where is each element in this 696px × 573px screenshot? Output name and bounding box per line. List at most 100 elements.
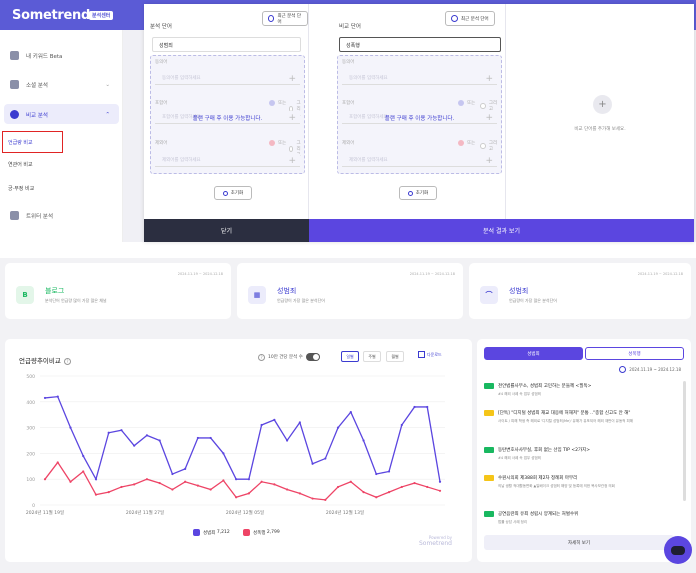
data-point xyxy=(158,481,161,485)
analysis-word-input[interactable]: 성범죄 xyxy=(152,37,301,52)
analysis-word-column: 분석 단어 최근 분석 단어 성범죄 동의어 동의어를 입력하세요 + 포함어 … xyxy=(144,4,309,219)
calendar-icon: ▦ xyxy=(248,286,266,304)
or-radio: 또는 xyxy=(458,100,475,106)
series-line xyxy=(44,461,441,501)
news-item[interactable]: 동탄변호사사무실, 후회 없는 선임 TIP <2가지> #4 해외 사례 속 … xyxy=(484,447,679,469)
toggle-switch[interactable] xyxy=(305,353,320,361)
download-label: 다운로드 xyxy=(427,351,442,357)
reset-icon xyxy=(222,190,228,196)
keyword-modal: 분석 단어 최근 분석 단어 성범죄 동의어 동의어를 입력하세요 + 포함어 … xyxy=(144,4,694,242)
data-point xyxy=(413,481,416,485)
sidebar-item-social[interactable]: 소셜 분석 ⌄ xyxy=(10,80,110,89)
plus-icon: + xyxy=(485,74,493,84)
compare-word-input[interactable]: 성폭행 xyxy=(339,37,501,52)
legend-name: 성범죄 xyxy=(203,530,216,536)
period-weekly[interactable]: 주별 xyxy=(363,351,381,362)
tab-word-1[interactable]: 성범죄 xyxy=(484,347,583,360)
sidebar-item-label: 내 키워드 Beta xyxy=(26,53,63,60)
data-point xyxy=(171,472,174,476)
help-icon: ? xyxy=(258,353,265,361)
period-monthly[interactable]: 월별 xyxy=(386,351,404,362)
locked-options: 동의어 동의어를 입력하세요 + 포함어 또는 그리고 포함어를 입력하세요 +… xyxy=(337,55,502,174)
sidebar-sub-related[interactable]: 연관어 비교 xyxy=(8,162,33,168)
reset-icon xyxy=(407,190,413,196)
chevron-down-icon: ⌄ xyxy=(105,81,110,88)
sidebar-sub-sentiment[interactable]: 긍·부정 비교 xyxy=(8,186,35,192)
card-date: 2024.11.19 ~ 2024.12.18 xyxy=(177,272,223,276)
news-scrollbar[interactable] xyxy=(683,381,686,501)
date-range[interactable]: 2024.11.19 ~ 2024.12.18 xyxy=(619,366,681,373)
per-100k-toggle[interactable]: ? 10만 건당 분석 수 xyxy=(258,353,320,361)
data-point xyxy=(69,426,72,429)
download-icon xyxy=(418,351,425,358)
legend-count: 2,799 xyxy=(266,530,280,535)
app-logo[interactable]: Sometrend xyxy=(12,8,90,23)
recent-words-button[interactable]: 최근 분석 단어 xyxy=(445,11,495,26)
recent-words-label: 최근 분석 단어 xyxy=(461,16,489,22)
close-button[interactable]: 닫기 xyxy=(144,219,309,242)
reset-button[interactable]: 초기화 xyxy=(214,186,252,200)
recent-words-button[interactable]: 최근 분석 단어 xyxy=(262,11,308,26)
see-result-button[interactable]: 분석 결과 보기 xyxy=(309,219,694,242)
y-tick-label: 400 xyxy=(26,400,35,406)
legend-item-series-2[interactable]: 성폭행 2,799 xyxy=(243,529,280,536)
card-date: 2024.11.19 ~ 2024.12.18 xyxy=(637,272,683,276)
data-point xyxy=(82,454,85,458)
plus-icon: + xyxy=(288,156,296,166)
sidebar-active-bg xyxy=(4,104,119,124)
related-news-card: 성범죄 성폭행 2024.11.19 ~ 2024.12.18 천안법률사무소,… xyxy=(477,339,691,562)
news-sub: #4 해외 사례 속 업무 성범죄 xyxy=(498,456,541,460)
data-point xyxy=(94,478,98,481)
exclude-label: 제외어 xyxy=(155,141,168,146)
chatbot-button[interactable] xyxy=(664,536,692,564)
checkbox-icon xyxy=(243,529,250,536)
sidebar-item-twitter[interactable]: 트위터 분석 xyxy=(10,211,53,220)
add-compare-column: + 비교 단어를 추가해 보세요. xyxy=(506,4,694,219)
card-date: 2024.11.19 ~ 2024.12.18 xyxy=(409,272,455,276)
news-item[interactable]: 천안법률사무소, 성범죄 고민하는 분들께 <필독> #4 해외 사례 속 업무… xyxy=(484,383,679,405)
period-daily[interactable]: 일별 xyxy=(341,351,359,362)
legend-item-series-1[interactable]: 성범죄 7,212 xyxy=(193,529,230,536)
y-tick-label: 200 xyxy=(26,451,35,457)
data-point xyxy=(235,478,238,481)
plus-icon: + xyxy=(288,74,296,84)
see-more-button[interactable]: 자세히 보기 xyxy=(484,535,674,550)
y-tick-label: 300 xyxy=(26,426,35,432)
reset-button[interactable]: 초기화 xyxy=(399,186,437,200)
news-item[interactable]: 공연음란죄 유죄 성립시 양계되는 처벌수위 법률 상담 사례 정리 xyxy=(484,511,679,531)
data-point xyxy=(184,467,187,470)
data-point xyxy=(247,478,250,481)
help-icon[interactable]: ? xyxy=(63,358,71,365)
sidebar-sub-mention[interactable]: 언급량 비교 xyxy=(8,140,33,146)
synonym-label: 동의어 xyxy=(342,60,355,65)
chatbot-icon xyxy=(671,545,685,555)
x-tick-label: 2024년 11월 19일 xyxy=(26,509,64,516)
card-subtitle: 분석단어 언급량 많이 가장 많은 채널 xyxy=(45,298,107,303)
data-point xyxy=(82,470,85,473)
sidebar-item-my-keyword[interactable]: 내 키워드 Beta xyxy=(10,51,62,60)
data-point xyxy=(247,492,250,495)
download-button[interactable]: 다운로드 xyxy=(418,351,442,358)
y-tick-label: 0 xyxy=(32,503,35,509)
include-label: 포함어 xyxy=(342,101,355,106)
data-point xyxy=(311,497,314,500)
data-point xyxy=(222,452,225,455)
recent-words-label: 최근 분석 단어 xyxy=(277,13,301,25)
data-point xyxy=(69,480,72,483)
news-item[interactable]: 수원시의회 제388회 제2차 정례회 마무리 의날 생활 적대활동변화 ▲일베… xyxy=(484,475,679,505)
news-item[interactable]: [단독] "디지털 성범죄 재교 대응에 허해져" 분통 .."종합 신고도 안… xyxy=(484,410,679,442)
add-word-button[interactable]: + xyxy=(593,95,612,114)
word-tabs: 성범죄 성폭행 xyxy=(484,347,684,360)
news-sub: 법률 상담 사례 정리 xyxy=(498,520,528,524)
compare-word-column: 비교 단어 최근 분석 단어 성폭행 동의어 동의어를 입력하세요 + 포함어 … xyxy=(309,4,506,219)
data-point xyxy=(387,491,391,494)
data-point xyxy=(349,411,352,414)
mention-trend-chart-card: 언급량추이비교? ? 10만 건당 분석 수 일별 주별 월별 다운로드 0 10… xyxy=(5,339,472,562)
or-radio: 또는 xyxy=(458,140,475,146)
data-point xyxy=(273,483,276,486)
sidebar-item-label: 비교 분석 xyxy=(26,112,48,119)
data-point xyxy=(336,426,340,429)
tab-word-2[interactable]: 성폭행 xyxy=(585,347,684,360)
sidebar-item-compare[interactable]: 비교 분석 ⌃ xyxy=(10,110,110,119)
data-point xyxy=(336,485,340,489)
